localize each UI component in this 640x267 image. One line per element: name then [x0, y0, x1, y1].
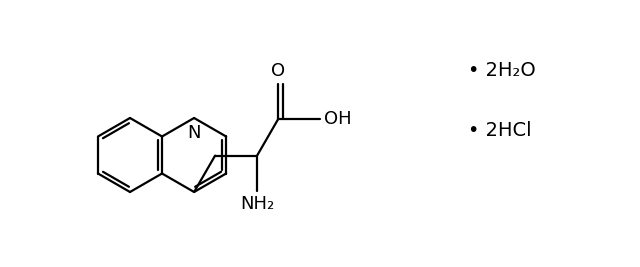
Text: O: O — [271, 62, 285, 80]
Text: • 2H₂O: • 2H₂O — [468, 61, 536, 80]
Text: NH₂: NH₂ — [240, 195, 274, 213]
Text: OH: OH — [324, 110, 352, 128]
Text: N: N — [188, 124, 201, 142]
Text: • 2HCl: • 2HCl — [468, 120, 532, 139]
